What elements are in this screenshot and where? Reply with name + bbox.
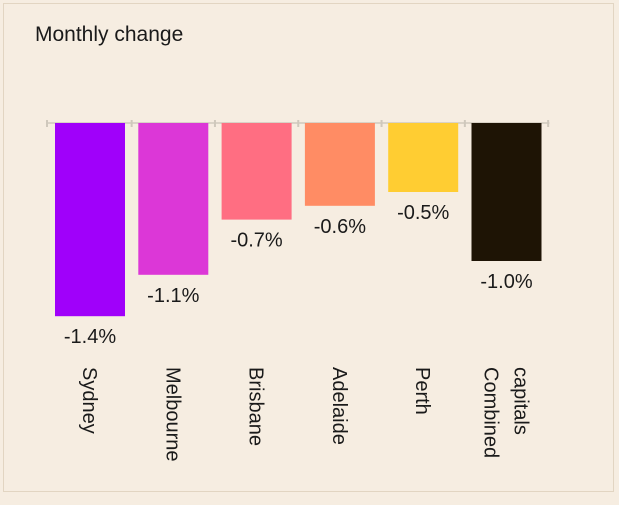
category-label: capitals [510,367,532,435]
category-label: Melbourne [161,367,183,462]
bar [471,123,542,261]
category-layer: Sydney Melbourne Brisbane Adelaide Perth Comb… [78,367,532,462]
data-label: -0.5% [397,202,449,224]
category-label: Combined [480,367,502,458]
bar [388,123,459,192]
bar [304,123,375,206]
data-label: -1.4% [64,326,116,348]
data-label: -0.7% [230,230,282,252]
category-label: Sydney [78,367,100,434]
bar [55,123,125,317]
bar [138,123,209,275]
bar [221,123,292,220]
data-label: -1.0% [480,271,532,293]
chart-title: Monthly change [35,23,184,46]
data-label: -1.1% [147,285,199,307]
data-label: -0.6% [314,216,366,238]
axis-layer [46,120,550,127]
category-label: Perth [411,367,433,415]
category-label: Adelaide [328,367,350,445]
bars-layer [55,123,542,317]
category-label: Brisbane [245,367,267,446]
labels-layer: -1.4% -1.1% -0.7% -0.6% -0.5% -1.0% [64,202,533,348]
